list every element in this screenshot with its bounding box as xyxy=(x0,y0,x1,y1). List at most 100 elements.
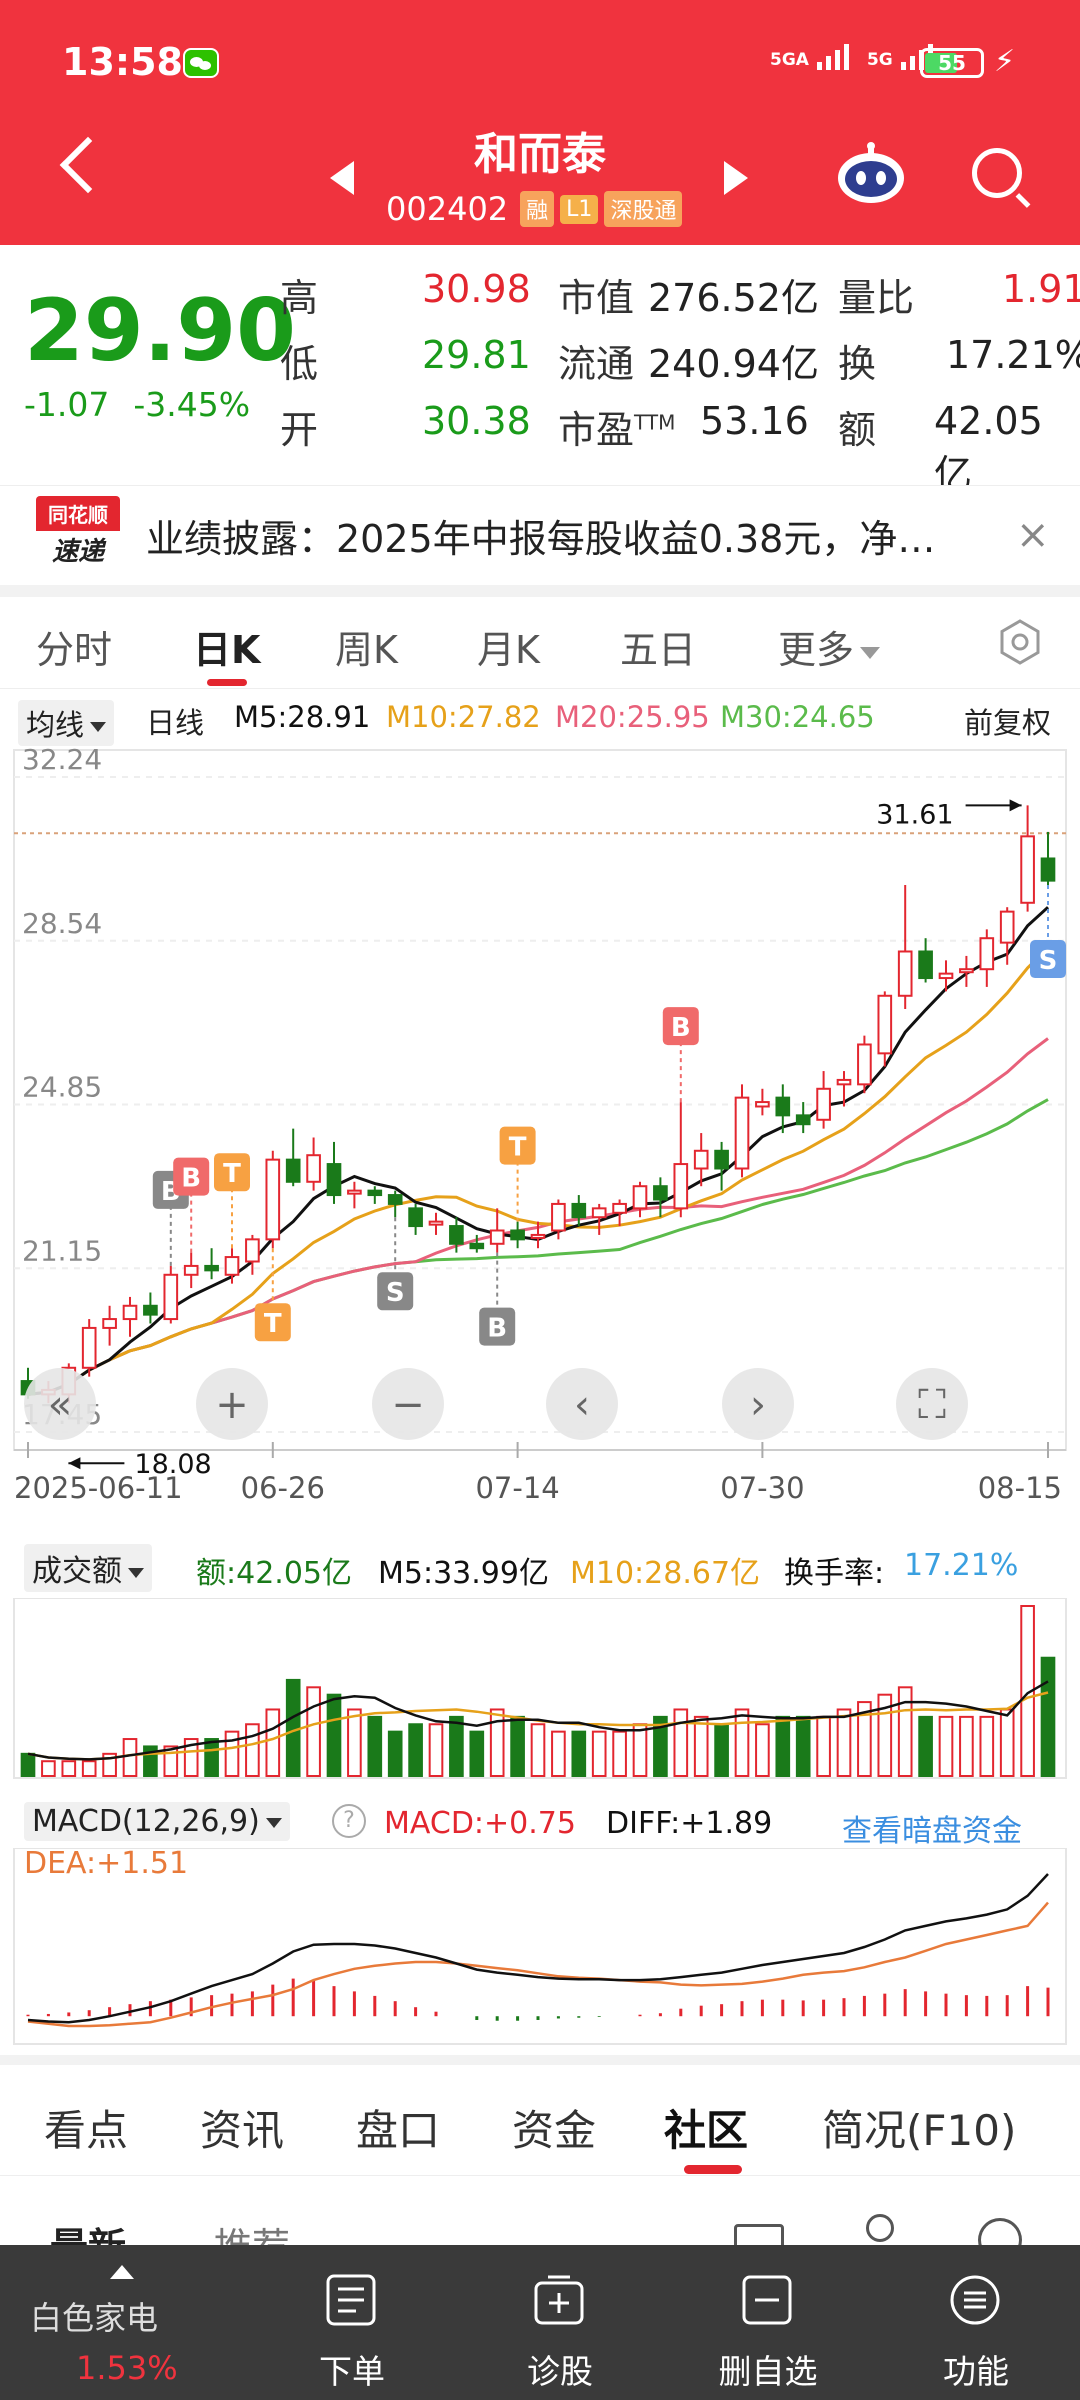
volume-bar xyxy=(306,1686,321,1777)
candle xyxy=(755,1101,770,1108)
volume-bar xyxy=(1020,1605,1035,1777)
tab-profile-f10[interactable]: 简况(F10) xyxy=(822,2106,1017,2155)
amount-label: 额 xyxy=(838,408,877,452)
tab-intraday[interactable]: 分时 xyxy=(36,628,113,672)
search-icon[interactable] xyxy=(972,148,1022,198)
chart-tabs: 分时 日K 周K 月K 五日 更多 xyxy=(0,597,1080,689)
volume-bar xyxy=(857,1701,872,1777)
tab-highlights[interactable]: 看点 xyxy=(44,2106,129,2155)
header-bar: 13:58 5GA 5G 55 ⚡ 和而泰 002402 融 L1 深股通 xyxy=(0,0,1080,245)
candle xyxy=(122,1304,138,1321)
indicator-select[interactable]: 均线 xyxy=(18,700,115,746)
battery-fill xyxy=(925,53,957,73)
volume-bar xyxy=(285,1678,301,1777)
tab-weekly-k[interactable]: 周K xyxy=(335,628,398,672)
pan-right-icon[interactable] xyxy=(722,1368,794,1440)
tab-news[interactable]: 资讯 xyxy=(200,2106,285,2155)
candle xyxy=(510,1229,525,1241)
pe-label: 市盈TTM xyxy=(558,399,675,454)
open-label: 开 xyxy=(280,408,319,452)
candle xyxy=(591,1207,607,1219)
float-label: 流通 xyxy=(558,342,635,386)
candle xyxy=(571,1202,587,1219)
news-logo-bottom: 速递 xyxy=(51,537,104,567)
volume-bar xyxy=(999,1708,1015,1777)
macd-select-label: MACD(12,26,9) xyxy=(32,1804,260,1839)
candle xyxy=(183,1264,199,1276)
trade-marker-label: T xyxy=(509,1133,527,1163)
volume-indicator-select[interactable]: 成交额 xyxy=(24,1544,152,1592)
sector-item[interactable]: 白色家电 1.53% xyxy=(0,2245,200,2400)
candle xyxy=(265,1158,281,1241)
volume-m5-line xyxy=(27,1680,1049,1761)
m5-line xyxy=(27,906,1050,1396)
candle xyxy=(612,1202,627,1214)
close-icon[interactable]: × xyxy=(1016,512,1050,558)
next-stock-icon[interactable] xyxy=(724,161,748,195)
nav-order[interactable]: 下单 xyxy=(252,2245,452,2400)
tab-five-day[interactable]: 五日 xyxy=(620,628,697,672)
candlestick-chart[interactable]: 32.2428.5424.8521.1517.45BBTTSBTBS31.611… xyxy=(0,742,1080,1512)
zoom-in-icon[interactable] xyxy=(196,1368,268,1440)
volume-m10: M10:28.67亿 xyxy=(570,1556,761,1591)
tab-community[interactable]: 社区 xyxy=(664,2106,749,2155)
volume-bar xyxy=(449,1715,464,1778)
volume-ratio-value: 1.91 xyxy=(1002,267,1080,311)
nav-remove-watch[interactable]: 删自选 xyxy=(668,2245,868,2400)
volume-chart[interactable] xyxy=(0,1598,1080,1783)
prev-stock-icon[interactable] xyxy=(330,161,354,195)
candle xyxy=(653,1185,668,1201)
refresh-icon[interactable] xyxy=(978,2218,1022,2262)
fast-rewind-icon[interactable] xyxy=(24,1368,96,1440)
trade-marker xyxy=(173,1157,210,1196)
volume-bar xyxy=(408,1723,423,1778)
chevron-down-icon xyxy=(265,1817,282,1828)
tab-funds[interactable]: 资金 xyxy=(512,2106,597,2155)
candle xyxy=(326,1163,342,1197)
trade-marker-label: S xyxy=(1039,946,1058,976)
robot-assistant-icon[interactable] xyxy=(836,142,906,206)
diagnose-icon xyxy=(534,2275,584,2325)
indicator-select-label: 均线 xyxy=(26,708,85,742)
user-icon[interactable] xyxy=(866,2214,894,2242)
x-tick-label: 2025-06-11 xyxy=(14,1471,183,1505)
tag-l1: L1 xyxy=(560,194,599,224)
volume-bar xyxy=(897,1686,913,1777)
y-tick-label: 32.24 xyxy=(22,743,102,776)
tab-daily-k[interactable]: 日K xyxy=(193,628,261,672)
nav-functions[interactable]: 功能 xyxy=(876,2245,1076,2400)
trade-marker-label: B xyxy=(181,1164,201,1194)
trade-marker xyxy=(479,1307,516,1346)
collapse-up-icon xyxy=(110,2265,134,2279)
dark-pool-link[interactable]: 查看暗盘资金 xyxy=(842,1814,1022,1849)
nav-diagnose[interactable]: 诊股 xyxy=(460,2245,660,2400)
help-icon[interactable]: ? xyxy=(332,1804,366,1838)
news-text[interactable]: 业绩披露：2025年中报每股收益0.38元，净… xyxy=(146,517,936,561)
volume-amount: 额:42.05亿 xyxy=(196,1556,352,1591)
volume-bar xyxy=(265,1708,281,1777)
tab-orderbook[interactable]: 盘口 xyxy=(356,2106,441,2155)
fullscreen-icon[interactable] xyxy=(896,1368,968,1440)
candle xyxy=(81,1326,97,1369)
active-tab-indicator xyxy=(684,2165,742,2174)
signal-1-label: 5GA xyxy=(770,50,809,70)
back-arrow-icon[interactable] xyxy=(59,136,117,194)
pan-left-icon[interactable] xyxy=(546,1368,618,1440)
active-tab-indicator xyxy=(207,679,247,686)
zoom-out-icon[interactable] xyxy=(372,1368,444,1440)
candle xyxy=(816,1087,831,1121)
turnover-rate-value: 17.21% xyxy=(904,1548,1019,1583)
tab-more[interactable]: 更多 xyxy=(778,619,881,674)
adjust-toggle[interactable]: 前复权 xyxy=(964,706,1052,740)
signal-indicators: 5GA 5G xyxy=(770,44,933,70)
tab-monthly-k[interactable]: 月K xyxy=(477,628,540,672)
status-time: 13:58 xyxy=(62,40,183,84)
chart-settings-icon[interactable] xyxy=(996,618,1044,666)
pe-label-text: 市盈 xyxy=(558,408,635,452)
candle xyxy=(449,1225,464,1245)
news-banner[interactable]: 同花顺 速递 业绩披露：2025年中报每股收益0.38元，净… × xyxy=(0,485,1080,585)
macd-chart[interactable] xyxy=(0,1848,1080,2048)
macd-indicator-select[interactable]: MACD(12,26,9) xyxy=(24,1802,290,1841)
info-tabs: 看点 资讯 盘口 资金 社区 简况(F10) xyxy=(0,2055,1080,2175)
candle xyxy=(102,1318,117,1329)
